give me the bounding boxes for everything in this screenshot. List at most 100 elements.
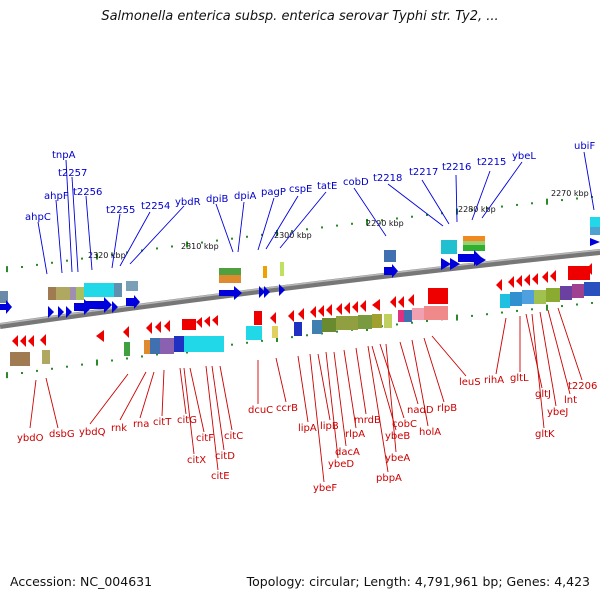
forward-feature-blocks — [0, 217, 600, 303]
accession-text: Accession: NC_004631 — [10, 574, 153, 589]
gene-label-citC: citC — [224, 431, 243, 442]
tick-mark — [336, 224, 338, 227]
reverse-gene-labels: ybdO dsbG ybdQ rnk rna citT citG citX ci… — [17, 373, 597, 494]
gene-label-dsbG: dsbG — [49, 429, 75, 440]
tick-mark — [141, 355, 143, 358]
tick-mark — [51, 367, 53, 370]
gene-label-mrdB: mrdB — [354, 415, 381, 426]
reverse-gene-arrows — [12, 263, 592, 347]
tick-mark — [321, 226, 323, 229]
gene-label-ahpF: ahpF — [44, 191, 69, 202]
tick-mark — [246, 341, 248, 344]
gene-label-rlpB: rlpB — [437, 403, 457, 414]
tick-mark — [231, 237, 233, 240]
gene-label-lipB: lipB — [320, 421, 339, 432]
tick-mark — [426, 319, 428, 322]
gene-label-gltL: gltL — [510, 373, 529, 384]
tick-mark — [171, 245, 173, 248]
gene-label-gltK: gltK — [535, 429, 555, 440]
tick-mark — [156, 353, 158, 356]
gene-label-t2218: t2218 — [373, 173, 402, 184]
tick-mark — [426, 213, 428, 216]
forward-callout-lines — [37, 151, 595, 275]
gene-label-rlpA: rlpA — [345, 429, 365, 440]
tick-mark — [291, 336, 293, 339]
tick-mark — [111, 359, 113, 362]
gene-label-ybeD: ybeD — [328, 459, 354, 470]
reverse-feature-blocks — [10, 282, 600, 366]
tick-mark — [366, 219, 368, 226]
gene-label-t2254: t2254 — [141, 201, 170, 212]
tick-mark — [231, 343, 233, 346]
tick-mark — [576, 197, 578, 200]
gene-label-ybeF: ybeF — [313, 483, 337, 494]
tick-label: 2300 kbp — [274, 231, 312, 240]
tick-mark — [96, 359, 98, 366]
tick-mark — [201, 241, 203, 244]
gene-label-ubiF: ubiF — [574, 141, 595, 152]
gene-label-t2206: t2206 — [568, 381, 597, 392]
gene-label-ahpC: ahpC — [25, 212, 51, 223]
tick-mark — [411, 215, 413, 218]
tick-mark — [66, 365, 68, 368]
tick-mark — [66, 259, 68, 262]
gene-label-lipA: lipA — [298, 423, 317, 434]
tick-mark — [216, 239, 218, 242]
gene-label-gltJ: gltJ — [535, 389, 551, 400]
tick-labels: 2320 kbp 2310 kbp 2300 kbp 2290 kbp 2280… — [88, 189, 589, 260]
tick-mark — [246, 235, 248, 238]
gene-label-tatE: tatE — [317, 181, 337, 192]
gene-label-dacA: dacA — [335, 447, 360, 458]
tick-mark — [21, 372, 23, 375]
gene-label-t2257: t2257 — [58, 168, 87, 179]
tick-mark — [306, 228, 308, 231]
gene-label-tnpA: tnpA — [52, 150, 76, 161]
topology-summary: Topology: circular; Length: 4,791,961 bp… — [246, 574, 590, 589]
gene-label-ybeB: ybeB — [385, 431, 410, 442]
tick-mark — [81, 257, 83, 260]
tick-label: 2320 kbp — [88, 251, 126, 260]
map-title: Salmonella enterica subsp. enterica sero… — [101, 9, 499, 24]
tick-mark — [411, 321, 413, 324]
gene-label-t2217: t2217 — [409, 167, 438, 178]
tick-mark — [561, 305, 563, 308]
tick-mark — [156, 247, 158, 250]
tick-mark — [351, 222, 353, 225]
gene-label-ybdO: ybdO — [17, 433, 44, 444]
gene-label-citT: citT — [153, 417, 172, 428]
tick-mark — [546, 304, 548, 311]
gene-label-pagP: pagP — [261, 187, 286, 198]
tick-mark — [516, 203, 518, 206]
tick-mark — [546, 198, 548, 205]
tick-mark — [396, 217, 398, 220]
tick-mark — [486, 207, 488, 210]
gene-label-ybeA: ybeA — [385, 453, 410, 464]
tick-mark — [6, 266, 8, 273]
tick-mark — [36, 369, 38, 372]
gene-label-dpiA: dpiA — [234, 191, 256, 202]
tick-mark — [21, 266, 23, 269]
gene-label-citD: citD — [215, 451, 235, 462]
gene-label-rnk: rnk — [111, 423, 127, 434]
gene-label-t2255: t2255 — [106, 205, 135, 216]
tick-mark — [276, 335, 278, 342]
tick-mark — [381, 219, 383, 222]
gene-label-citF: citF — [196, 433, 214, 444]
tick-mark — [336, 330, 338, 333]
gene-label-nadD: nadD — [407, 405, 434, 416]
gene-label-t2215: t2215 — [477, 157, 506, 168]
tick-mark — [471, 314, 473, 317]
tick-mark — [501, 205, 503, 208]
gene-label-ybeL: ybeL — [512, 151, 536, 162]
tick-mark — [6, 372, 8, 379]
tick-mark — [111, 253, 113, 256]
gene-label-cobC: cobC — [392, 419, 417, 430]
gene-label-rihA: rihA — [484, 375, 504, 386]
tick-mark — [501, 311, 503, 314]
gene-label-citE: citE — [211, 471, 230, 482]
tick-mark — [276, 229, 278, 236]
tick-label: 2290 kbp — [366, 219, 404, 228]
gene-label-dpiB: dpiB — [206, 194, 228, 205]
tick-mark — [576, 303, 578, 306]
tick-mark — [456, 314, 458, 321]
